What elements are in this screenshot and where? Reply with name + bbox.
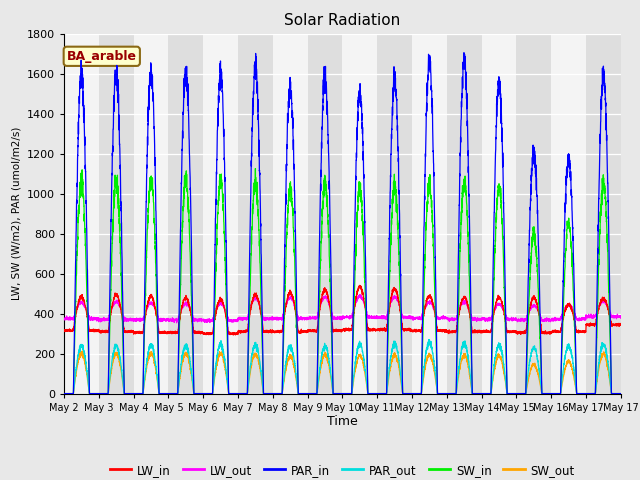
Bar (342, 34, 377, 394)
Bar (551, 34, 586, 394)
Bar (377, 34, 412, 394)
Bar (168, 34, 204, 394)
Bar (481, 34, 516, 394)
Bar (412, 34, 447, 394)
Y-axis label: LW, SW (W/m2), PAR (umol/m2/s): LW, SW (W/m2), PAR (umol/m2/s) (12, 127, 21, 300)
Bar (204, 34, 238, 394)
Bar (273, 34, 308, 394)
X-axis label: Time: Time (327, 415, 358, 429)
Bar (99, 34, 134, 394)
Bar (238, 34, 273, 394)
Bar (516, 34, 551, 394)
Bar (64, 34, 99, 394)
Bar (308, 34, 342, 394)
Bar (134, 34, 168, 394)
Text: BA_arable: BA_arable (67, 50, 137, 63)
Title: Solar Radiation: Solar Radiation (284, 13, 401, 28)
Legend: LW_in, LW_out, PAR_in, PAR_out, SW_in, SW_out: LW_in, LW_out, PAR_in, PAR_out, SW_in, S… (106, 459, 579, 480)
Bar (586, 34, 621, 394)
Bar (447, 34, 481, 394)
